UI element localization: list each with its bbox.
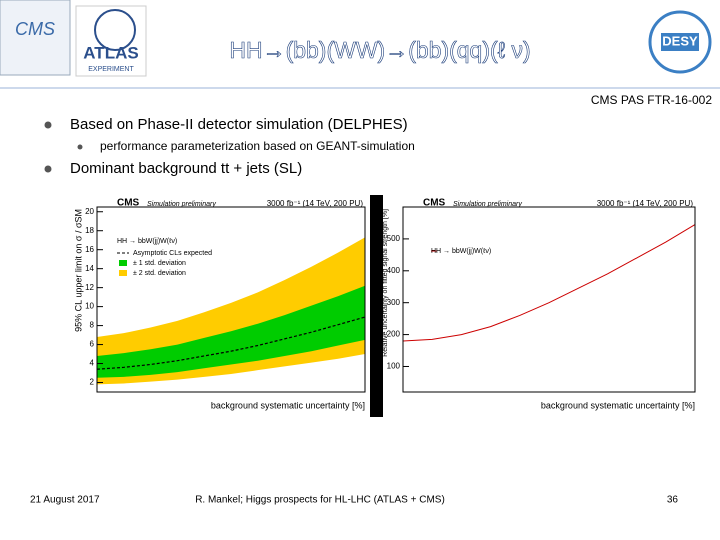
footer-text: R. Mankel; Higgs prospects for HL-LHC (A… xyxy=(195,495,445,506)
footer-date: 21 August 2017 xyxy=(30,495,100,506)
experiment: CMS xyxy=(423,198,446,209)
line xyxy=(402,224,696,342)
y-tick-label: 6 xyxy=(90,340,95,349)
x-axis-label: background systematic uncertainty [%] xyxy=(211,400,365,410)
plot-frame xyxy=(402,206,696,393)
logo-text: DESY xyxy=(662,33,698,48)
separator xyxy=(370,195,383,417)
logo-text: ATLAS xyxy=(83,43,138,62)
sub-bullet: performance parameterization based on GE… xyxy=(100,139,415,153)
y-tick-label: 18 xyxy=(85,226,94,235)
x-axis-label: background systematic uncertainty [%] xyxy=(541,400,695,410)
y-tick-label: 2 xyxy=(90,378,95,387)
atlas-ring xyxy=(94,9,136,51)
lumi: 3000 fb⁻¹ (14 TeV, 200 PU) xyxy=(597,199,694,208)
legend-swatch xyxy=(119,260,127,266)
y-tick-label: 14 xyxy=(85,264,94,273)
y-tick-label: 400 xyxy=(387,266,401,275)
y-tick-label: 10 xyxy=(85,302,94,311)
logo-text: CMS xyxy=(15,19,55,39)
bullet: Dominant background tt + jets (SL) xyxy=(70,160,302,177)
y-tick-label: 300 xyxy=(387,298,401,307)
experiment: CMS xyxy=(117,198,140,209)
plot-frame xyxy=(402,206,696,393)
y-tick-label: 12 xyxy=(85,283,94,292)
y-tick-label: 100 xyxy=(387,362,401,371)
y-tick-label: 16 xyxy=(85,245,94,254)
y-axis-label: 95% CL upper limit on σ / σSM xyxy=(73,209,83,332)
legend-label: ± 2 std. deviation xyxy=(133,270,186,277)
lumi: 3000 fb⁻¹ (14 TeV, 200 PU) xyxy=(267,199,364,208)
atlas-logo xyxy=(75,5,147,77)
legend-swatch xyxy=(119,270,127,276)
cms-logo xyxy=(0,0,71,76)
y-tick-label: 8 xyxy=(90,321,95,330)
legend-title: HH → bbW(jj)W(ℓν) xyxy=(117,238,177,245)
logo-text: EXPERIMENT xyxy=(88,66,134,73)
y-axis-label: Relative uncertainty on fitted signal st… xyxy=(382,209,389,357)
desy-box xyxy=(661,33,699,51)
band xyxy=(97,285,365,378)
legend-label: HH → bbW(jj)W(ℓν) xyxy=(431,248,491,255)
status: Simulation preliminary xyxy=(147,201,216,208)
page-number: 36 xyxy=(667,495,679,506)
plot-frame xyxy=(96,206,366,393)
legend-box xyxy=(112,235,252,283)
slide-title: HH→(bb)(WW)→(bb)(qq)(ℓ ν) xyxy=(229,37,530,63)
y-tick-label: 4 xyxy=(90,359,95,368)
bullet-marker xyxy=(44,165,52,173)
legend-label: ± 1 std. deviation xyxy=(133,260,186,267)
bullet-marker xyxy=(77,144,83,150)
bullet: Based on Phase-II detector simulation (D… xyxy=(70,116,408,133)
bullet-marker xyxy=(44,121,52,129)
y-tick-label: 200 xyxy=(387,330,401,339)
line xyxy=(96,316,366,370)
reference: CMS PAS FTR-16-002 xyxy=(591,93,712,107)
y-tick-label: 500 xyxy=(387,234,401,243)
status: Simulation preliminary xyxy=(453,201,522,208)
desy-logo xyxy=(648,10,712,74)
y-tick-label: 20 xyxy=(85,207,94,216)
legend-label: Asymptotic CLs expected xyxy=(133,250,212,257)
